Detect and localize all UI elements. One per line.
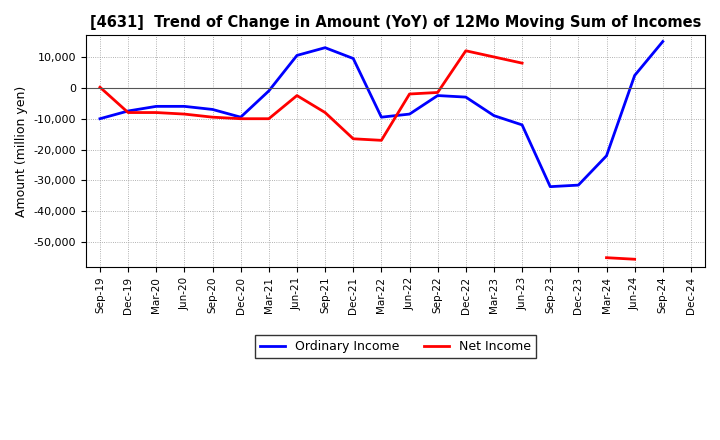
Ordinary Income [490, 113, 498, 118]
Ordinary Income [518, 122, 526, 128]
Net Income [152, 110, 161, 115]
Net Income [124, 110, 132, 115]
Ordinary Income [236, 114, 245, 120]
Net Income [377, 138, 386, 143]
Ordinary Income [630, 73, 639, 78]
Ordinary Income [546, 184, 554, 189]
Ordinary Income [433, 93, 442, 98]
Ordinary Income [574, 183, 582, 188]
Ordinary Income [208, 107, 217, 112]
Ordinary Income [124, 108, 132, 114]
Ordinary Income [96, 116, 104, 121]
Ordinary Income [180, 104, 189, 109]
Ordinary Income [321, 45, 330, 50]
Ordinary Income [349, 56, 358, 61]
Net Income [321, 110, 330, 115]
Line: Ordinary Income: Ordinary Income [100, 41, 663, 187]
Net Income [490, 54, 498, 59]
Net Income [405, 92, 414, 97]
Net Income [349, 136, 358, 141]
Line: Net Income: Net Income [100, 51, 522, 140]
Ordinary Income [292, 53, 301, 58]
Net Income [462, 48, 470, 53]
Net Income [264, 116, 273, 121]
Ordinary Income [602, 153, 611, 158]
Ordinary Income [659, 39, 667, 44]
Net Income [433, 90, 442, 95]
Net Income [180, 111, 189, 117]
Y-axis label: Amount (million yen): Amount (million yen) [15, 85, 28, 217]
Legend: Ordinary Income, Net Income: Ordinary Income, Net Income [255, 335, 536, 358]
Net Income [292, 93, 301, 98]
Ordinary Income [264, 88, 273, 94]
Net Income [208, 114, 217, 120]
Net Income [236, 116, 245, 121]
Title: [4631]  Trend of Change in Amount (YoY) of 12Mo Moving Sum of Incomes: [4631] Trend of Change in Amount (YoY) o… [90, 15, 701, 30]
Net Income [518, 60, 526, 66]
Net Income [96, 84, 104, 90]
Ordinary Income [405, 111, 414, 117]
Ordinary Income [462, 95, 470, 100]
Ordinary Income [152, 104, 161, 109]
Ordinary Income [377, 114, 386, 120]
